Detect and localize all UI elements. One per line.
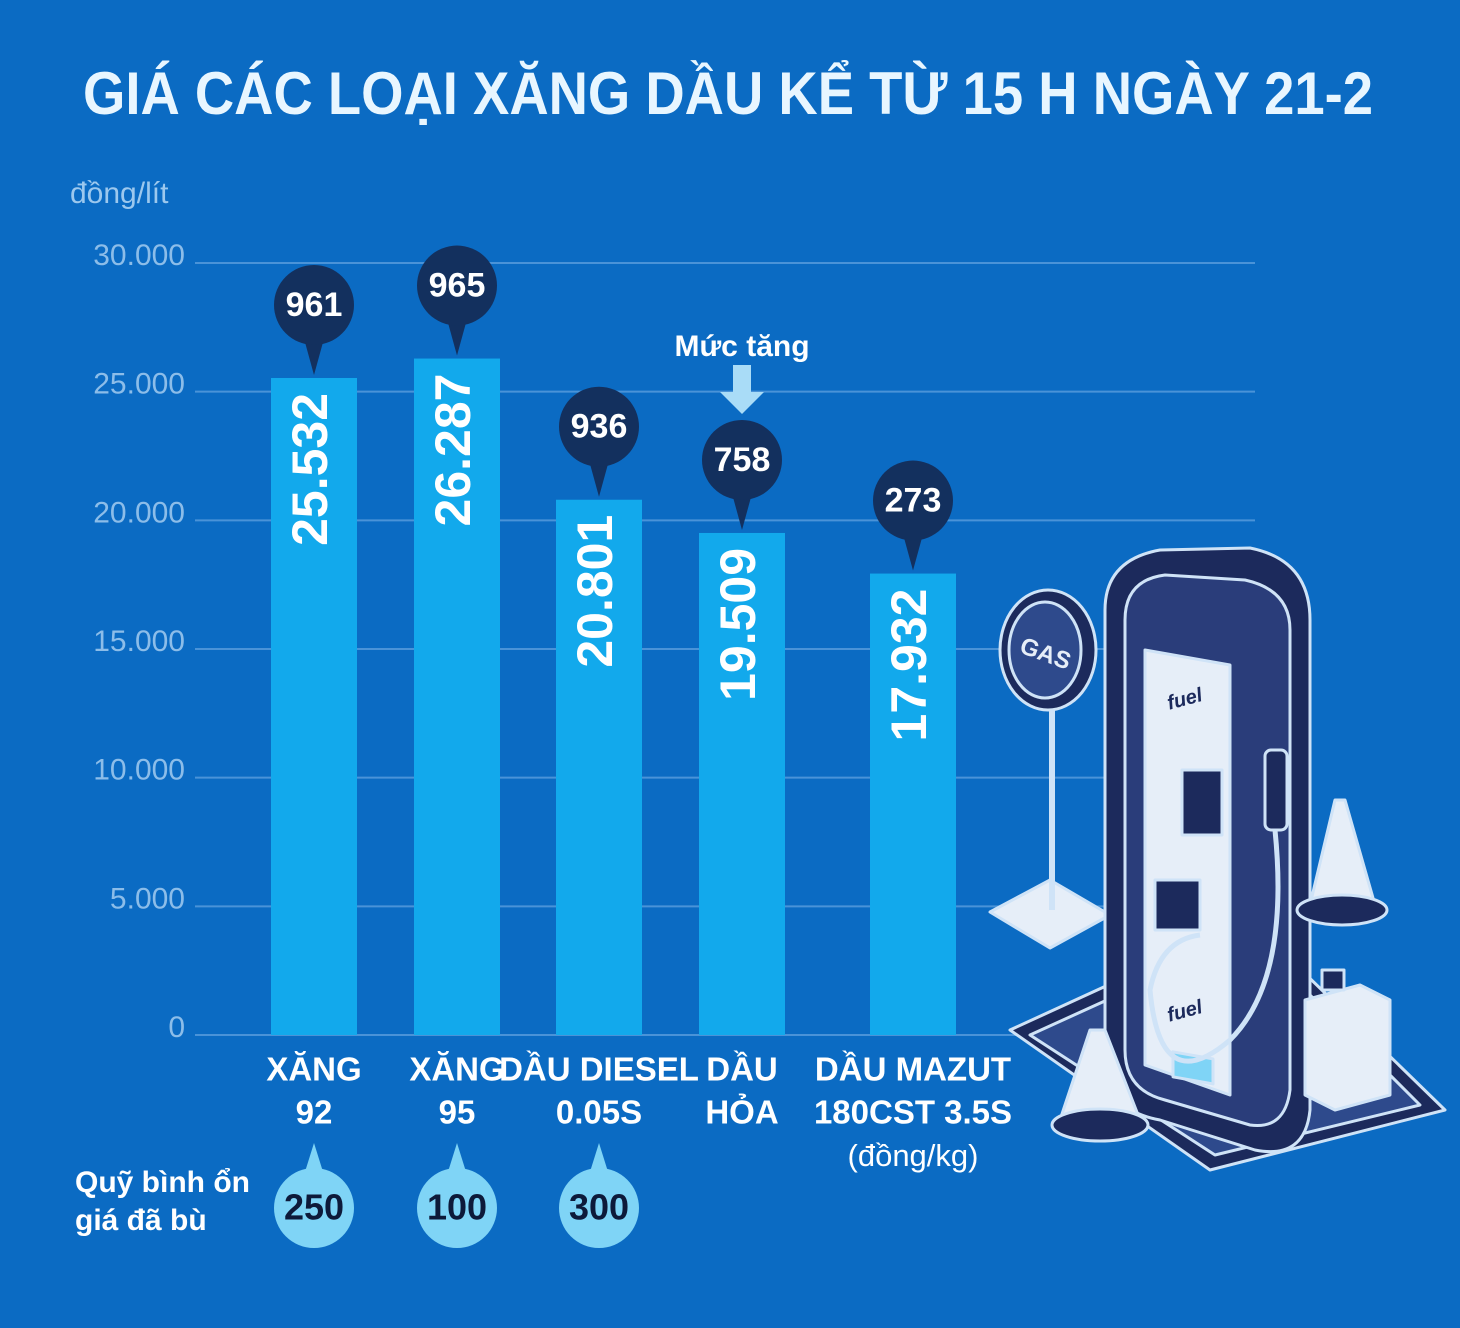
increase-label: 936 bbox=[571, 408, 628, 446]
y-tick-label: 20.000 bbox=[93, 496, 185, 529]
y-tick-label: 25.000 bbox=[93, 368, 185, 401]
bar bbox=[271, 377, 357, 1035]
fund-legend: Quỹ bình ổn bbox=[75, 1166, 250, 1199]
bar bbox=[414, 358, 500, 1035]
increase-note: Mức tăng bbox=[674, 330, 809, 363]
value-label: 25.532 bbox=[282, 393, 338, 546]
bubble-pointer bbox=[588, 456, 610, 497]
fund-circle bbox=[559, 1168, 639, 1248]
increase-bubble bbox=[417, 245, 497, 356]
bubble-circle bbox=[702, 419, 782, 500]
gas-pump-illustration: GAS fuel fuel bbox=[988, 546, 1447, 1172]
increase-label: 273 bbox=[885, 482, 942, 520]
category-note: (đồng/kg) bbox=[848, 1138, 979, 1173]
x-tick-label: DẦU DIESEL bbox=[499, 1051, 699, 1088]
bar bbox=[870, 573, 956, 1035]
value-label: 26.287 bbox=[425, 374, 481, 527]
chart-title: GIÁ CÁC LOẠI XĂNG DẦU KỂ TỪ 15 H NGÀY 21… bbox=[83, 60, 1373, 127]
y-tick-label: 0 bbox=[168, 1011, 185, 1044]
x-tick-label: HỎA bbox=[705, 1094, 778, 1131]
bubble-pointer bbox=[303, 334, 325, 375]
bubble-circle bbox=[873, 460, 953, 541]
increase-label: 961 bbox=[286, 286, 343, 324]
bar bbox=[699, 532, 785, 1035]
bubble-circle bbox=[417, 245, 497, 326]
fund-label: 250 bbox=[284, 1187, 344, 1228]
fund-bubble bbox=[274, 1143, 354, 1248]
x-tick-label: 0.05S bbox=[556, 1094, 642, 1131]
value-label: 17.932 bbox=[881, 589, 937, 742]
x-tick-label: 180CST 3.5S bbox=[814, 1094, 1012, 1131]
increase-label: 758 bbox=[714, 441, 771, 479]
value-label: 20.801 bbox=[567, 515, 623, 668]
fund-circle bbox=[274, 1168, 354, 1248]
y-tick-label: 5.000 bbox=[110, 882, 185, 915]
note-arrow bbox=[720, 365, 764, 414]
y-axis-label: đồng/lít bbox=[70, 177, 169, 210]
x-tick-label: 95 bbox=[439, 1094, 476, 1131]
increase-label: 965 bbox=[429, 267, 486, 305]
x-tick-label: XĂNG bbox=[266, 1051, 361, 1088]
fund-label: 100 bbox=[427, 1187, 487, 1228]
x-tick-label: DẦU bbox=[706, 1051, 778, 1088]
value-label: 19.509 bbox=[710, 548, 766, 701]
fund-label: 300 bbox=[569, 1187, 629, 1228]
fund-legend: giá đã bù bbox=[75, 1204, 207, 1237]
increase-bubble bbox=[873, 460, 953, 571]
fund-bubble bbox=[417, 1143, 497, 1248]
bubble-circle bbox=[559, 386, 639, 467]
bubble-circle bbox=[274, 264, 354, 345]
increase-bubble bbox=[702, 419, 782, 530]
x-tick-label: DẦU MAZUT bbox=[815, 1051, 1011, 1088]
increase-bubble bbox=[559, 386, 639, 497]
fund-pointer bbox=[304, 1143, 324, 1175]
fund-pointer bbox=[589, 1143, 609, 1175]
x-tick-label: 92 bbox=[296, 1094, 333, 1131]
bubble-pointer bbox=[446, 315, 468, 356]
bubble-pointer bbox=[902, 530, 924, 571]
y-tick-label: 30.000 bbox=[93, 239, 185, 272]
y-tick-label: 10.000 bbox=[93, 754, 185, 787]
bar bbox=[556, 499, 642, 1035]
x-tick-label: XĂNG bbox=[409, 1051, 504, 1088]
y-tick-label: 15.000 bbox=[93, 625, 185, 658]
bubble-pointer bbox=[731, 489, 753, 530]
fund-circle bbox=[417, 1168, 497, 1248]
fund-pointer bbox=[447, 1143, 467, 1175]
fund-bubble bbox=[559, 1143, 639, 1248]
increase-bubble bbox=[274, 264, 354, 375]
